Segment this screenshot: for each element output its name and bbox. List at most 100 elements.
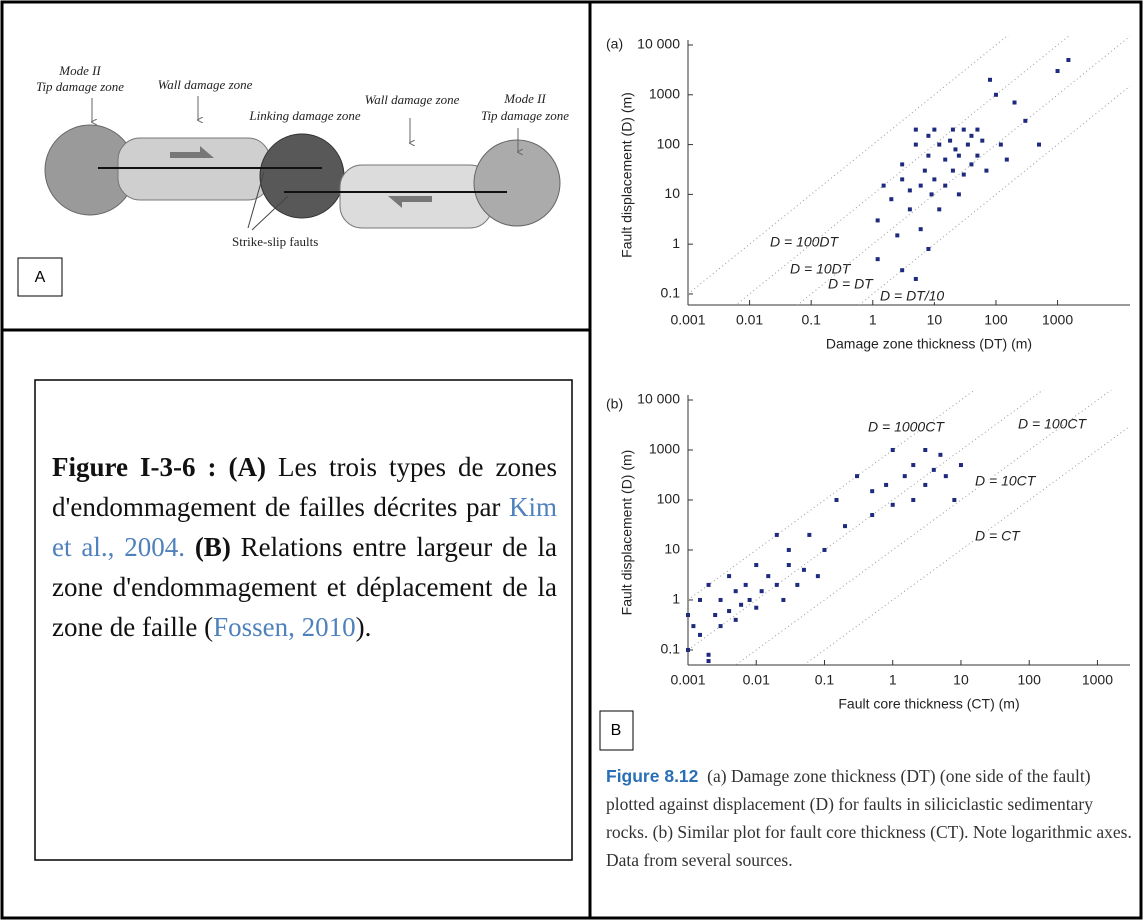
point	[993, 92, 998, 97]
y-axis-label: Fault displacement (D) (m)	[619, 92, 635, 258]
annotation: D = 100DT	[770, 234, 840, 250]
point	[937, 142, 942, 147]
point	[754, 605, 759, 610]
y-tick-label: 10 000	[637, 36, 680, 52]
label: Wall damage zone	[365, 92, 460, 107]
point	[801, 567, 806, 572]
charts: 0.001 0.01 0.1 1 10 100 1000 0.1 1 10 100 1000 10 00…	[606, 35, 1130, 712]
point	[902, 474, 907, 479]
figure-label: Figure 8.12	[606, 766, 699, 786]
point	[1037, 142, 1042, 147]
panel-label: A	[35, 269, 46, 286]
point	[890, 502, 895, 507]
point	[984, 168, 989, 173]
point	[1023, 118, 1028, 123]
point	[975, 127, 980, 132]
point	[686, 613, 690, 618]
x-tick-label: 0.1	[801, 312, 821, 328]
point	[718, 597, 723, 602]
point	[759, 589, 764, 594]
point	[843, 524, 848, 529]
pointer	[247, 171, 265, 229]
reference-line	[858, 85, 1130, 305]
point	[911, 497, 916, 502]
point	[781, 597, 786, 602]
x-tick-label: 100	[984, 312, 1008, 328]
annotation: D = DT/10	[880, 288, 944, 304]
point	[774, 582, 779, 587]
point	[953, 147, 958, 152]
point	[698, 597, 703, 602]
point	[956, 192, 961, 197]
reference-line	[688, 35, 1010, 295]
panel-label: (a)	[606, 36, 623, 52]
point	[943, 157, 948, 162]
point	[815, 574, 820, 579]
label: Tip damage zone	[36, 79, 124, 94]
point	[822, 547, 827, 552]
point	[834, 497, 839, 502]
slip-arrow	[170, 146, 214, 158]
reference-line	[734, 390, 1112, 665]
point	[911, 463, 916, 468]
panel-box	[17, 257, 63, 297]
point	[961, 172, 966, 177]
point	[706, 582, 711, 587]
point	[965, 142, 970, 147]
point	[926, 246, 931, 251]
citation-link[interactable]: Fossen, 2010	[213, 612, 356, 642]
caption-text: Les trois types de zones d'endommagement…	[52, 452, 558, 522]
point	[1066, 57, 1071, 62]
point	[686, 647, 690, 652]
caption-bold: (B)	[184, 532, 231, 562]
x-tick-label: 10	[953, 672, 969, 688]
point	[938, 452, 943, 457]
point	[895, 233, 900, 238]
point	[923, 482, 928, 487]
label: Mode II	[58, 63, 101, 78]
point	[969, 162, 974, 167]
point	[870, 513, 875, 518]
label: Tip damage zone	[481, 108, 569, 123]
point	[727, 574, 732, 579]
point	[747, 597, 752, 602]
point	[1004, 157, 1009, 162]
point	[932, 177, 937, 182]
point	[875, 257, 880, 262]
point	[926, 133, 931, 138]
point	[923, 447, 928, 452]
point	[937, 207, 942, 212]
pointer	[251, 195, 289, 231]
linking-zone	[259, 133, 345, 219]
point	[875, 218, 880, 223]
point	[932, 127, 937, 132]
y-tick-label: 10	[664, 541, 680, 557]
x-axis-label: Damage zone thickness (DT) (m)	[826, 336, 1032, 352]
point	[774, 532, 779, 537]
point	[969, 133, 974, 138]
point	[943, 474, 948, 479]
point	[975, 153, 980, 158]
x-tick-label: 0.01	[736, 312, 763, 328]
citation-link[interactable]: Kim et al., 2004.	[52, 492, 557, 562]
reference-line	[735, 35, 1071, 305]
point	[698, 632, 703, 637]
point	[926, 153, 931, 158]
x-tick-label: 0.001	[670, 312, 705, 328]
label: Strike-slip faults	[232, 234, 318, 249]
annotation: D = 10DT	[790, 261, 852, 277]
point	[950, 168, 955, 173]
panel-box	[599, 710, 634, 751]
point	[766, 574, 771, 579]
caption-bold: Figure I-3-6 : (A)	[52, 452, 266, 482]
y-axis-label: Fault displacement (D) (m)	[619, 450, 635, 616]
annotation: D = 1000CT	[868, 419, 945, 435]
reference-line	[796, 35, 1130, 305]
point	[890, 447, 895, 452]
x-tick-label: 1000	[1042, 312, 1073, 328]
x-tick-label: 1000	[1082, 672, 1113, 688]
y-tick-label: 10	[664, 185, 680, 201]
point	[900, 268, 905, 273]
